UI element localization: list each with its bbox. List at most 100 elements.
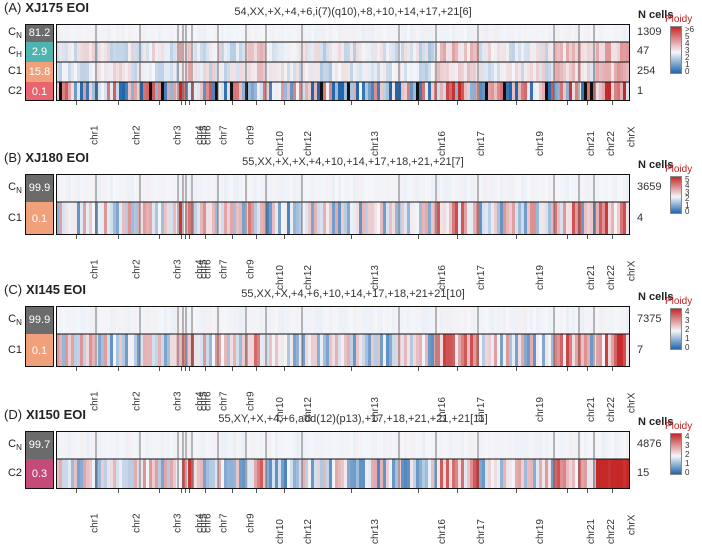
heat-cell	[344, 334, 347, 367]
heat-cell	[248, 306, 251, 334]
heat-cell	[212, 24, 215, 42]
heat-cell	[617, 459, 620, 489]
heat-cell	[131, 431, 134, 459]
heat-cell	[578, 202, 581, 235]
heat-cell	[494, 431, 497, 459]
heat-cell	[293, 459, 296, 489]
heat-cell	[137, 62, 140, 82]
heat-cell	[128, 174, 131, 202]
heat-cell	[473, 174, 476, 202]
heat-cell	[299, 174, 302, 202]
heat-cell	[557, 306, 560, 334]
heat-cell	[530, 62, 533, 82]
heat-cell	[530, 82, 533, 101]
heat-cell	[68, 24, 71, 42]
heat-cell	[218, 334, 221, 367]
heat-cell	[104, 62, 107, 82]
heat-cell	[434, 62, 437, 82]
heat-cell	[59, 62, 62, 82]
heat-cell	[167, 431, 170, 459]
heat-cell	[428, 202, 431, 235]
heat-cell	[311, 431, 314, 459]
heat-cell	[188, 174, 191, 202]
heat-cell	[419, 306, 422, 334]
heat-cell	[161, 459, 164, 489]
heat-cell	[602, 82, 605, 101]
heat-cell	[71, 42, 74, 62]
heat-cell	[62, 62, 65, 82]
heat-cell	[185, 459, 188, 489]
heat-cell	[77, 306, 80, 334]
heat-cell	[560, 174, 563, 202]
heat-cell	[224, 334, 227, 367]
heat-cell	[590, 459, 593, 489]
heat-cell	[527, 24, 530, 42]
heat-cell	[554, 334, 557, 367]
heat-cell	[275, 459, 278, 489]
heat-cell	[311, 459, 314, 489]
heat-cell	[350, 82, 353, 101]
heat-cell	[431, 334, 434, 367]
heat-cell	[326, 62, 329, 82]
heat-cell	[257, 42, 260, 62]
heat-cell	[182, 334, 185, 367]
heat-cell	[440, 459, 443, 489]
heat-cell	[257, 334, 260, 367]
heat-cell	[602, 62, 605, 82]
heat-cell	[116, 459, 119, 489]
heat-cell	[248, 174, 251, 202]
heatmap	[56, 431, 630, 489]
heat-cell	[347, 334, 350, 367]
chromosome-tick	[189, 367, 190, 371]
heat-cell	[74, 431, 77, 459]
chromosome-tick	[284, 101, 285, 105]
heat-cell	[404, 42, 407, 62]
heat-cell	[563, 306, 566, 334]
heat-cell	[419, 334, 422, 367]
heat-cell	[485, 24, 488, 42]
heat-cell	[221, 431, 224, 459]
heat-cell	[341, 334, 344, 367]
heat-cell	[278, 82, 281, 101]
heat-cell	[383, 24, 386, 42]
heat-cell	[95, 459, 98, 489]
heat-cell	[389, 306, 392, 334]
heat-cell	[287, 334, 290, 367]
heat-cell	[446, 306, 449, 334]
heat-cell	[584, 82, 587, 101]
heat-cell	[599, 82, 602, 101]
heat-cell	[563, 82, 566, 101]
heat-cell	[188, 431, 191, 459]
heat-cell	[164, 202, 167, 235]
heat-cell	[368, 334, 371, 367]
heat-cell	[245, 431, 248, 459]
heat-cell	[497, 24, 500, 42]
heat-cell	[530, 202, 533, 235]
heat-cell	[596, 174, 599, 202]
heat-cell	[500, 82, 503, 101]
heat-cell	[299, 62, 302, 82]
heat-cell	[590, 174, 593, 202]
heat-cell	[326, 306, 329, 334]
heat-cell	[278, 174, 281, 202]
heat-cell	[440, 334, 443, 367]
heat-cell	[140, 306, 143, 334]
heat-cell	[161, 24, 164, 42]
heat-cell	[572, 24, 575, 42]
heat-cell	[623, 24, 626, 42]
heat-cell	[437, 82, 440, 101]
heat-cell	[557, 42, 560, 62]
heat-cell	[608, 431, 611, 459]
heat-cell	[113, 334, 116, 367]
heat-cell	[365, 306, 368, 334]
heat-cell	[620, 62, 623, 82]
heat-cell	[200, 174, 203, 202]
heat-cell	[395, 202, 398, 235]
heat-cell	[203, 62, 206, 82]
heat-cell	[629, 202, 630, 235]
heat-cell	[353, 82, 356, 101]
heat-cell	[302, 306, 305, 334]
heat-cell	[404, 24, 407, 42]
heat-cell	[143, 24, 146, 42]
heat-cell	[209, 42, 212, 62]
